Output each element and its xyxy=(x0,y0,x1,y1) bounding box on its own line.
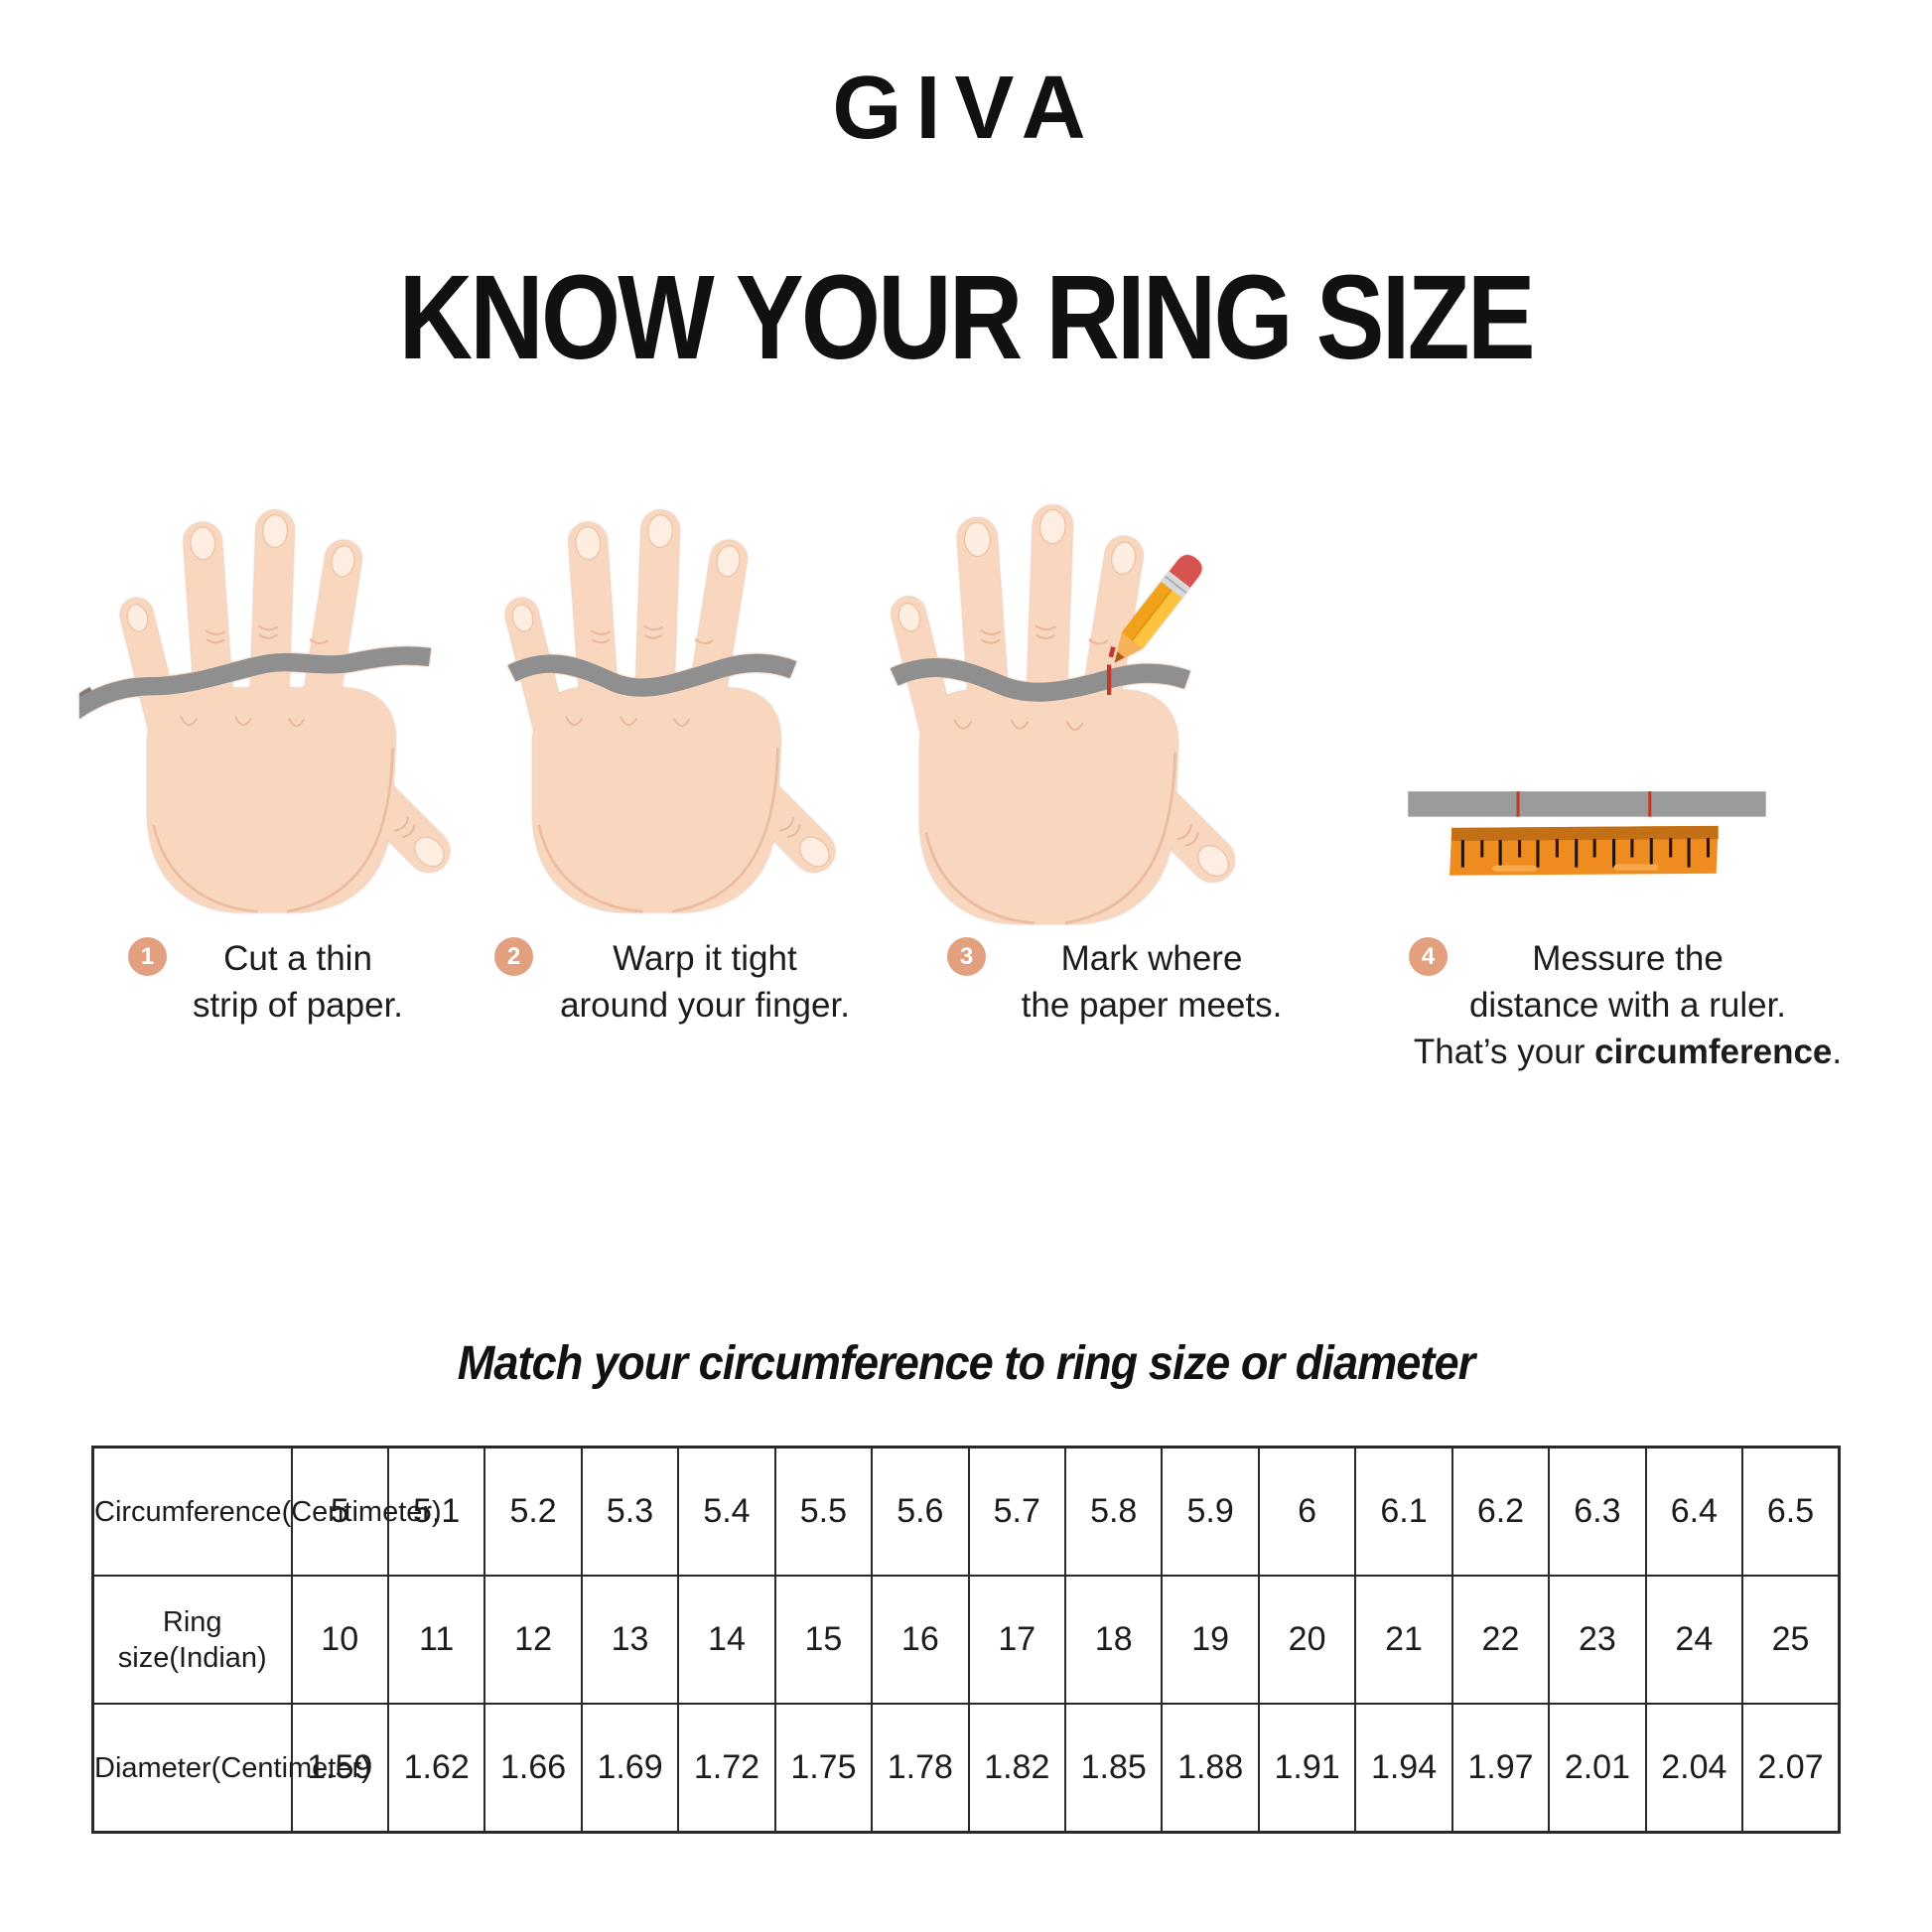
page-title: KNOW YOUR RING SIZE xyxy=(398,250,1536,385)
table-cell: 6.3 xyxy=(1548,1446,1647,1577)
table-cell: 5 xyxy=(290,1446,389,1577)
row-label: Circumference(Centimeter) xyxy=(91,1446,442,1577)
table-row-circumference: Circumference(Centimeter) 5 5.1 5.2 5.3 … xyxy=(91,1446,1841,1577)
table-title: Match your circumference to ring size or… xyxy=(457,1337,1476,1390)
table-cell: 1.85 xyxy=(1063,1703,1164,1834)
step-4-badge: 4 xyxy=(1409,937,1448,976)
pen-mark-dot xyxy=(1108,646,1116,658)
table-cell: 2.07 xyxy=(1741,1703,1841,1834)
table-row-diameter: Diameter(Centimeter) 1.59 1.62 1.66 1.69… xyxy=(91,1703,1841,1834)
paper-strip xyxy=(1408,791,1766,817)
table-cell: 24 xyxy=(1644,1575,1744,1705)
table-cell: 5.3 xyxy=(580,1446,680,1577)
step-2: 2 Warp it tight around your finger. xyxy=(491,935,918,1029)
step-2-badge: 2 xyxy=(494,937,533,976)
size-table-wrap: Circumference(Centimeter) 5 5.1 5.2 5.3 … xyxy=(91,1446,1841,1834)
table-cell: 14 xyxy=(677,1575,776,1705)
table-cell: 6.2 xyxy=(1450,1446,1551,1577)
mark-right xyxy=(1648,791,1652,817)
table-cell: 1.94 xyxy=(1354,1703,1453,1834)
paper-strip xyxy=(507,653,797,697)
table-cell: 17 xyxy=(967,1575,1067,1705)
pencil-icon xyxy=(1114,555,1202,663)
table-cell: 15 xyxy=(773,1575,874,1705)
table-cell: 25 xyxy=(1741,1575,1841,1705)
table-cell: 6 xyxy=(1257,1446,1357,1577)
table-cell: 19 xyxy=(1161,1575,1260,1705)
table-cell: 6.4 xyxy=(1644,1446,1744,1577)
table-cell: 1.97 xyxy=(1450,1703,1551,1834)
table-cell: 20 xyxy=(1257,1575,1357,1705)
step-text-line: Mark where xyxy=(1060,939,1243,978)
table-cell: 12 xyxy=(483,1575,583,1705)
table-cell: 11 xyxy=(386,1575,486,1705)
table-cell: 10 xyxy=(290,1575,389,1705)
table-cell: 1.91 xyxy=(1257,1703,1357,1834)
table-cell: 23 xyxy=(1548,1575,1647,1705)
row-label: Diameter(Centimeter) xyxy=(91,1703,371,1834)
table-cell: 5.1 xyxy=(386,1446,486,1577)
ruler-icon xyxy=(1449,825,1719,876)
table-cell: 1.62 xyxy=(386,1703,486,1834)
step-4: 4 Messure the distance with a ruler. Tha… xyxy=(1362,935,1893,1075)
step-text-line: around your finger. xyxy=(560,986,850,1025)
table-cell: 2.01 xyxy=(1548,1703,1647,1834)
table-cell: 6.5 xyxy=(1741,1446,1841,1577)
ring-size-table: Circumference(Centimeter) 5 5.1 5.2 5.3 … xyxy=(91,1446,1841,1834)
table-cell: 13 xyxy=(580,1575,680,1705)
table-cell: 1.66 xyxy=(483,1703,583,1834)
table-cell: 5.8 xyxy=(1063,1446,1164,1577)
table-cell: 1.69 xyxy=(580,1703,680,1834)
table-cell: 18 xyxy=(1063,1575,1164,1705)
ruler-illustration xyxy=(1408,791,1766,876)
table-cell: 5.6 xyxy=(871,1446,970,1577)
step-3: 3 Mark where the paper meets. xyxy=(943,935,1360,1029)
hand-step2-illustration xyxy=(500,507,845,914)
hand-step3-illustration xyxy=(886,502,1245,925)
step-text-line: Warp it tight xyxy=(613,939,797,978)
pen-mark-line xyxy=(1106,664,1112,695)
table-cell: 5.5 xyxy=(773,1446,874,1577)
table-cell: 1.75 xyxy=(773,1703,874,1834)
table-cell: 5.4 xyxy=(677,1446,776,1577)
circumference-bold: circumference xyxy=(1594,1033,1833,1071)
brand-logo: GIVA xyxy=(832,59,1100,158)
table-row-ring-size: Ring size(Indian) 10 11 12 13 14 15 16 1… xyxy=(91,1575,1841,1705)
table-cell: 21 xyxy=(1354,1575,1453,1705)
table-cell: 5.9 xyxy=(1161,1446,1260,1577)
paper-strip xyxy=(79,646,432,720)
step-text-line: That’s your circumference. xyxy=(1413,1033,1843,1071)
step-text-line: strip of paper. xyxy=(192,986,404,1025)
step-text-line: Cut a thin xyxy=(223,939,372,978)
table-cell: 1.59 xyxy=(290,1703,389,1834)
table-cell: 1.72 xyxy=(677,1703,776,1834)
hand-step1-illustration xyxy=(79,507,460,914)
mark-left xyxy=(1516,791,1520,817)
row-label: Ring size(Indian) xyxy=(91,1575,293,1705)
table-cell: 1.78 xyxy=(871,1703,970,1834)
paper-strip xyxy=(890,657,1191,702)
step-text-line: the paper meets. xyxy=(1021,986,1283,1025)
step-text-line: Messure the xyxy=(1532,939,1724,978)
table-cell: 22 xyxy=(1450,1575,1551,1705)
table-cell: 1.88 xyxy=(1161,1703,1260,1834)
table-cell: 5.7 xyxy=(967,1446,1067,1577)
step-3-badge: 3 xyxy=(947,937,986,976)
table-cell: 1.82 xyxy=(967,1703,1067,1834)
table-cell: 16 xyxy=(871,1575,970,1705)
step-1: 1 Cut a thin strip of paper. xyxy=(104,935,491,1029)
table-cell: 2.04 xyxy=(1644,1703,1744,1834)
table-cell: 5.2 xyxy=(483,1446,583,1577)
step-1-badge: 1 xyxy=(128,937,167,976)
step-text-line: distance with a ruler. xyxy=(1468,986,1787,1025)
table-cell: 6.1 xyxy=(1354,1446,1453,1577)
